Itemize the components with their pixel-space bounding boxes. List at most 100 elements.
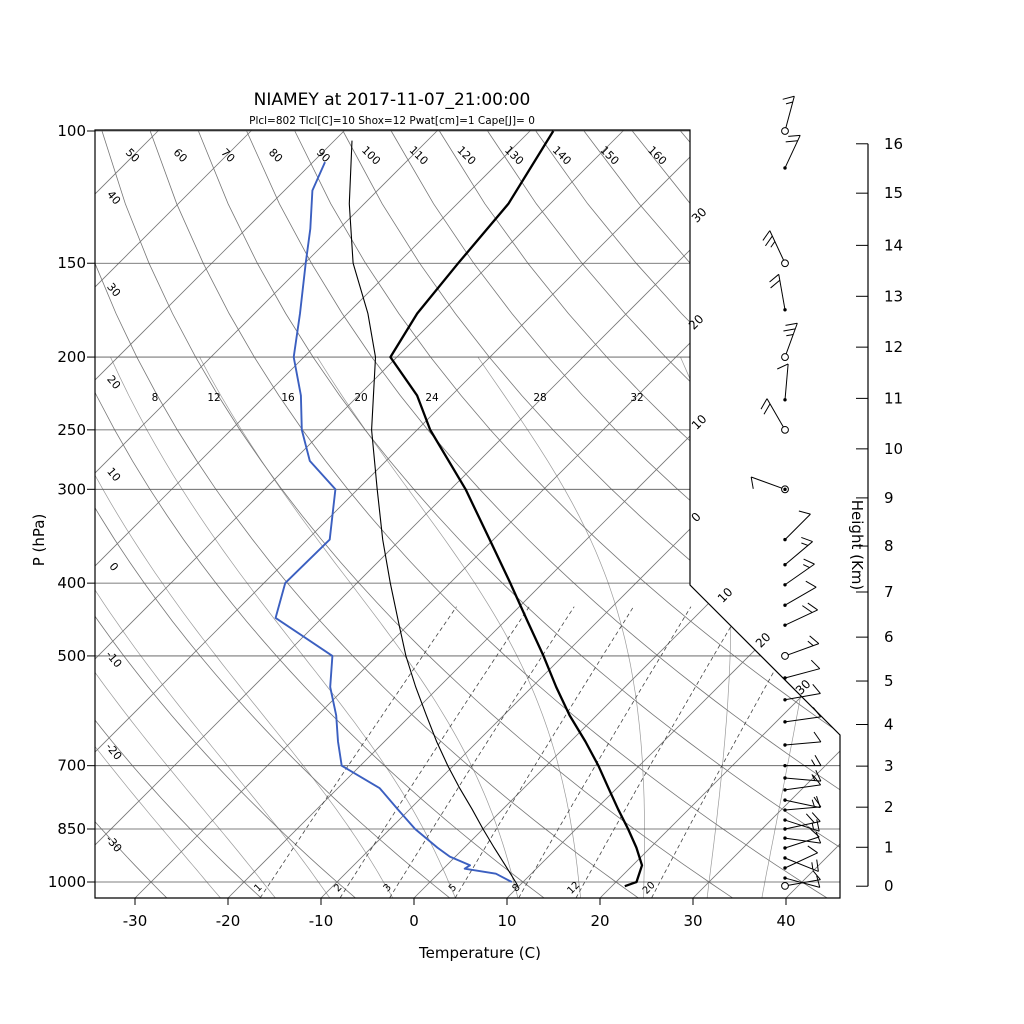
station-dot [783,676,787,680]
pressure-tick-label: 1000 [48,873,86,891]
skewt-line-labels: 50 60 70 80 90 100 110 120 130 140 150 160403020100… [103,144,814,897]
temperature-tick-label: -10 [309,912,334,930]
pressure-tick-label: 500 [57,647,86,665]
station-dot [783,788,787,792]
moist-adiabat-lines [95,356,839,898]
station-dot [783,808,787,812]
parcel-curve [348,140,519,887]
dry-adiabat-top-label: 140 [550,144,574,168]
dry-adiabat-top-label: 50 [123,146,142,165]
wind-barb [783,659,821,680]
moist-adiabat-label: 8 [152,392,159,404]
pressure-tick-label: 200 [57,348,86,366]
isotherm-right-label: 20 [686,312,707,333]
pressure-tick-label: 300 [57,480,86,498]
pressure-tick-label: 100 [57,122,86,140]
wind-barb [783,845,818,870]
wind-barb [783,770,822,782]
mixing-ratio-lines [259,606,811,898]
dry-adiabat-left-label: -10 [103,648,125,670]
dry-adiabat-left-label: -20 [103,740,125,762]
station-dot [783,537,787,542]
pressure-axis-title: P (hPa) [30,514,48,567]
moist-adiabat-label: 24 [425,392,439,404]
station-dot [783,562,787,567]
station-dot [783,583,787,587]
height-tick-label: 13 [884,287,903,305]
dewpoint-curve [274,161,513,883]
dry-adiabat-top-label: 90 [314,146,333,165]
dry-adiabat-top-label: 80 [266,146,285,165]
mixing-ratio-label: 1 [252,882,264,894]
pressure-tick-label: 400 [57,574,86,592]
temperature-tick-label: 40 [776,912,795,930]
station-dot [783,866,787,870]
wind-barb [783,828,820,850]
isotherm-right-label: 10 [715,585,736,606]
wind-barb [762,230,789,268]
wind-barb [783,755,822,768]
station-dot [783,698,787,702]
isotherm-right-label: 10 [689,412,710,433]
wind-barb [783,536,813,567]
dry-adiabat-left-label: 10 [104,465,123,484]
wind-barb [783,731,822,747]
station-dot [783,487,787,492]
height-tick-label: 3 [884,757,894,775]
station-dot [783,603,787,607]
wind-barb [781,95,795,135]
station-circle [781,127,789,135]
height-tick-label: 5 [884,672,894,690]
height-tick-label: 14 [884,236,903,254]
isotherm-right-label: 0 [689,510,704,525]
height-axis-title: Height (Km) [848,500,866,591]
height-tick-label: 15 [884,184,903,202]
height-tick-label: 7 [884,583,894,601]
pressure-tick-label: 250 [57,421,86,439]
wind-barb [783,580,817,607]
plot-boundary [94,129,841,899]
station-dot [783,166,787,170]
station-circle [781,259,789,268]
dry-adiabat-top-label: 120 [454,144,478,168]
dry-adiabat-top-label: 60 [171,146,190,165]
wind-barb [750,476,789,494]
station-dot [783,856,787,860]
temperature-tick-label: 20 [590,912,609,930]
station-dot [783,623,787,627]
station-dot [783,846,787,850]
isotherm-right-label: 20 [753,630,774,651]
wind-barb [783,684,821,702]
moist-adiabat-label: 16 [281,392,295,404]
station-dot [783,798,787,802]
dry-adiabat-top-label: 150 [597,144,621,168]
moist-adiabat-label: 28 [533,392,546,404]
isotherm-lines [95,130,840,898]
dry-adiabat-left-label: 20 [104,373,123,392]
wind-barb [777,363,789,402]
station-dot [783,776,787,780]
wind-barb [783,796,822,812]
station-circle [781,881,789,890]
height-tick-label: 8 [884,537,894,555]
height-tick-label: 11 [884,389,903,407]
wind-barb [783,134,801,170]
wind-barb [783,707,822,724]
height-tick-label: 10 [884,440,903,458]
wind-barb [781,870,821,890]
plot-border [94,129,841,899]
height-tick-label: 12 [884,338,903,356]
wind-barb [769,273,787,312]
chart-title: NIAMEY at 2017-11-07_21:00:00 [254,90,531,110]
wind-barb [783,856,819,872]
station-circle [781,652,789,660]
isotherm-right-label: 30 [689,205,710,226]
dry-adiabat-lines [95,130,840,898]
station-dot [783,763,787,768]
wind-barb [783,602,818,627]
wind-barb [781,322,798,361]
height-tick-label: 4 [884,716,894,734]
height-tick-label: 9 [884,489,894,507]
moist-adiabat-label: 20 [354,392,367,404]
